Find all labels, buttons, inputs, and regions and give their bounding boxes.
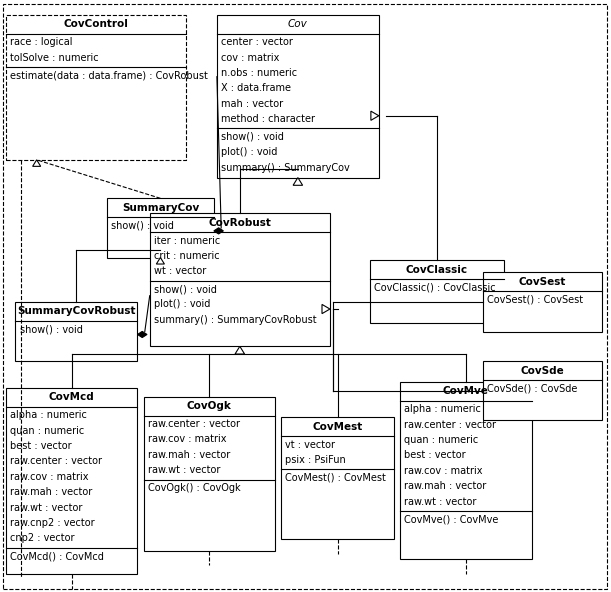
Text: best : vector: best : vector <box>10 441 72 451</box>
Text: alpha : numeric: alpha : numeric <box>10 410 87 420</box>
Text: CovClassic() : CovClassic: CovClassic() : CovClassic <box>374 283 496 293</box>
Text: CovRobust: CovRobust <box>208 218 271 227</box>
Text: psix : PsiFun: psix : PsiFun <box>285 455 346 465</box>
Text: quan : numeric: quan : numeric <box>10 426 85 436</box>
Text: raw.mah : vector: raw.mah : vector <box>10 487 93 497</box>
Text: show() : void: show() : void <box>20 324 82 334</box>
Bar <box>370 260 504 323</box>
Text: CovMve: CovMve <box>443 387 489 396</box>
Text: show() : void: show() : void <box>111 221 174 231</box>
Text: estimate(data : data.frame) : CovRobust: estimate(data : data.frame) : CovRobust <box>10 70 208 81</box>
Text: plot() : void: plot() : void <box>154 300 210 310</box>
Text: quan : numeric: quan : numeric <box>404 435 479 445</box>
Bar <box>150 213 330 346</box>
Text: best : vector: best : vector <box>404 451 466 461</box>
Text: CovMcd() : CovMcd: CovMcd() : CovMcd <box>10 551 104 561</box>
Text: raw.cov : matrix: raw.cov : matrix <box>10 472 89 482</box>
Text: raw.wt : vector: raw.wt : vector <box>404 497 477 507</box>
Text: vt : vector: vt : vector <box>285 440 335 450</box>
Text: CovOgk() : CovOgk: CovOgk() : CovOgk <box>148 483 241 493</box>
Text: cnp2 : vector: cnp2 : vector <box>10 533 75 543</box>
Text: crit : numeric: crit : numeric <box>154 251 219 261</box>
Text: tolSolve : numeric: tolSolve : numeric <box>10 53 99 63</box>
Text: CovSest: CovSest <box>519 277 566 287</box>
Text: center : vector: center : vector <box>221 37 293 47</box>
Text: raw.wt : vector: raw.wt : vector <box>148 465 220 475</box>
Text: mah : vector: mah : vector <box>221 99 284 109</box>
Bar <box>281 417 394 539</box>
Text: summary() : SummaryCov: summary() : SummaryCov <box>221 163 350 173</box>
Text: summary() : SummaryCovRobust: summary() : SummaryCovRobust <box>154 315 316 325</box>
Text: CovSde() : CovSde: CovSde() : CovSde <box>487 384 577 394</box>
Text: CovClassic: CovClassic <box>406 265 468 275</box>
Bar <box>483 361 602 420</box>
Bar <box>400 382 532 559</box>
Text: CovOgk: CovOgk <box>187 401 232 411</box>
Text: SummaryCov: SummaryCov <box>122 203 199 213</box>
Text: raw.center : vector: raw.center : vector <box>10 456 103 466</box>
Text: cov : matrix: cov : matrix <box>221 53 280 63</box>
Polygon shape <box>322 304 330 314</box>
Bar <box>217 15 379 178</box>
Text: raw.cov : matrix: raw.cov : matrix <box>404 466 483 476</box>
Text: show() : void: show() : void <box>154 284 217 294</box>
Polygon shape <box>137 332 147 337</box>
Text: raw.mah : vector: raw.mah : vector <box>148 450 230 460</box>
Text: raw.cnp2 : vector: raw.cnp2 : vector <box>10 518 95 528</box>
Text: CovMest: CovMest <box>312 422 363 432</box>
Text: wt : vector: wt : vector <box>154 266 207 276</box>
Polygon shape <box>214 228 224 234</box>
Text: iter : numeric: iter : numeric <box>154 236 220 246</box>
Text: CovSest() : CovSest: CovSest() : CovSest <box>487 295 583 305</box>
Text: method : character: method : character <box>221 114 315 124</box>
Text: race : logical: race : logical <box>10 37 73 47</box>
Bar <box>107 198 214 258</box>
Polygon shape <box>235 346 244 354</box>
Text: Cov: Cov <box>288 20 308 29</box>
Text: X : data.frame: X : data.frame <box>221 83 291 94</box>
Text: raw.center : vector: raw.center : vector <box>148 419 240 429</box>
Text: raw.wt : vector: raw.wt : vector <box>10 503 82 513</box>
Text: plot() : void: plot() : void <box>221 147 277 157</box>
Text: CovMve() : CovMve: CovMve() : CovMve <box>404 514 499 525</box>
Text: SummaryCovRobust: SummaryCovRobust <box>17 307 136 316</box>
Text: CovControl: CovControl <box>64 20 129 29</box>
Text: n.obs : numeric: n.obs : numeric <box>221 68 298 78</box>
Text: raw.mah : vector: raw.mah : vector <box>404 481 487 491</box>
Text: raw.center : vector: raw.center : vector <box>404 420 497 430</box>
Text: CovMest() : CovMest: CovMest() : CovMest <box>285 473 386 483</box>
Text: alpha : numeric: alpha : numeric <box>404 404 481 414</box>
Bar <box>6 15 186 160</box>
Text: CovMcd: CovMcd <box>49 392 95 402</box>
Bar <box>483 272 602 332</box>
Polygon shape <box>371 111 379 120</box>
Text: raw.cov : matrix: raw.cov : matrix <box>148 435 226 445</box>
Text: show() : void: show() : void <box>221 132 284 142</box>
Polygon shape <box>156 258 164 264</box>
Bar <box>6 388 137 574</box>
Polygon shape <box>293 178 302 185</box>
Polygon shape <box>32 160 41 166</box>
Bar <box>144 397 275 551</box>
Text: CovSde: CovSde <box>521 366 564 375</box>
Bar <box>15 302 137 361</box>
